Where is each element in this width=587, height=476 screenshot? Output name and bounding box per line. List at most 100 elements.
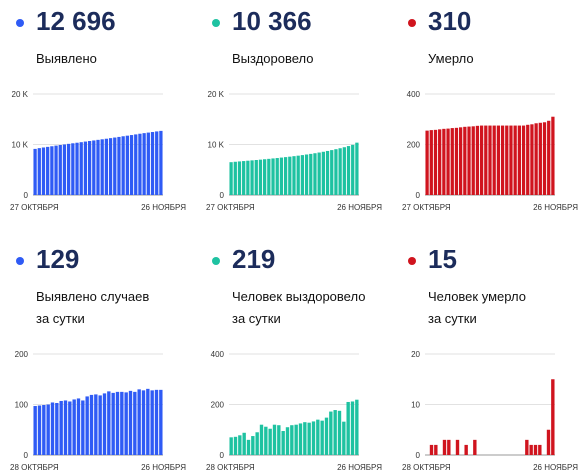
- bar: [251, 436, 255, 455]
- bar: [551, 116, 555, 195]
- bar: [526, 124, 530, 195]
- bar: [142, 133, 146, 195]
- bar: [121, 136, 125, 195]
- y-tick-label: 20 K: [208, 90, 225, 99]
- bar: [54, 145, 58, 195]
- bar: [254, 160, 258, 195]
- bar: [76, 398, 81, 455]
- bar-chart: 20 K 10 K 0 27 ОКТЯБРЯ 26 НОЯБРЯ: [206, 90, 382, 212]
- bar: [488, 125, 492, 195]
- headline-value: 219: [232, 244, 276, 274]
- stat-label: за сутки: [232, 311, 281, 326]
- bar: [479, 125, 484, 195]
- bar-chart: 400 200 0 27 ОКТЯБРЯ 26 НОЯБРЯ: [402, 90, 578, 212]
- bar: [268, 428, 272, 455]
- y-tick-label: 0: [220, 191, 225, 200]
- bar: [346, 401, 350, 455]
- stat-label: Выявлено: [36, 51, 97, 66]
- bar: [150, 132, 155, 195]
- bar: [324, 417, 329, 455]
- bar: [33, 406, 37, 455]
- bar: [50, 146, 54, 195]
- bar: [154, 389, 159, 455]
- y-tick-label: 400: [407, 90, 421, 99]
- bar: [75, 142, 79, 195]
- bar: [473, 439, 477, 455]
- bar-chart: 20 K 10 K 0 27 ОКТЯБРЯ 26 НОЯБРЯ: [10, 90, 186, 212]
- bar: [85, 396, 89, 455]
- bar: [242, 161, 246, 195]
- bar: [355, 142, 359, 195]
- y-tick-label: 20: [411, 350, 420, 359]
- bar: [534, 123, 538, 195]
- bar: [533, 444, 538, 455]
- bar: [81, 400, 85, 455]
- bar: [242, 432, 246, 455]
- bar: [290, 425, 294, 455]
- y-tick-label: 10: [411, 401, 420, 410]
- bar: [238, 435, 242, 455]
- x-tick-label-start: 28 ОКТЯБРЯ: [402, 463, 451, 472]
- bar: [429, 444, 434, 455]
- stat-label: за сутки: [36, 311, 85, 326]
- bar: [92, 140, 96, 195]
- legend-dot: [16, 19, 24, 27]
- stat-panel: 12 696 Выявлено 20 K 10 K 0 27 ОКТЯБРЯ 26 НОЯБ…: [0, 0, 196, 238]
- bar: [100, 139, 104, 195]
- bar: [137, 389, 141, 455]
- bar: [292, 156, 296, 195]
- x-tick-label-end: 26 НОЯБРЯ: [533, 463, 578, 472]
- bar: [313, 153, 317, 195]
- x-tick-label-start: 27 ОКТЯБРЯ: [10, 203, 59, 212]
- x-tick-label-start: 27 ОКТЯБРЯ: [206, 203, 255, 212]
- y-tick-label: 0: [416, 451, 421, 460]
- x-tick-label-start: 28 ОКТЯБРЯ: [10, 463, 59, 472]
- y-tick-label: 200: [15, 350, 29, 359]
- bar: [237, 161, 242, 195]
- bar: [521, 125, 526, 195]
- bar: [317, 152, 321, 195]
- bar: [433, 129, 438, 195]
- y-tick-label: 100: [15, 401, 29, 410]
- bar: [330, 150, 334, 195]
- bar: [279, 157, 284, 195]
- bar: [294, 424, 298, 455]
- bar: [159, 130, 163, 195]
- bar: [62, 144, 67, 195]
- bar: [229, 162, 233, 195]
- bar: [551, 379, 555, 455]
- bar: [113, 137, 117, 195]
- bar: [89, 394, 94, 455]
- bar: [285, 427, 290, 455]
- bar: [307, 422, 311, 455]
- bar: [538, 122, 542, 195]
- bar: [68, 401, 72, 455]
- bar: [264, 426, 268, 455]
- bar: [329, 411, 333, 455]
- bar: [83, 141, 88, 195]
- bar: [321, 151, 325, 195]
- bar: [67, 143, 71, 195]
- bar: [333, 410, 337, 455]
- y-tick-label: 20 K: [12, 90, 29, 99]
- bar: [263, 159, 267, 195]
- bar: [271, 158, 275, 195]
- bar: [128, 390, 133, 455]
- bar: [104, 138, 109, 195]
- bar-chart: 200 100 0 28 ОКТЯБРЯ 26 НОЯБРЯ: [10, 350, 186, 472]
- headline-value: 12 696: [36, 6, 116, 36]
- bar: [542, 122, 547, 195]
- bar: [459, 127, 463, 195]
- stat-label: Умерло: [428, 51, 474, 66]
- bar: [505, 125, 509, 195]
- y-tick-label: 10 K: [12, 141, 29, 150]
- y-tick-label: 400: [211, 350, 225, 359]
- bar: [117, 136, 121, 195]
- bar: [509, 125, 513, 195]
- bar: [46, 404, 50, 455]
- bar: [438, 129, 442, 195]
- bar: [484, 125, 488, 195]
- bar: [33, 148, 37, 195]
- bar: [258, 159, 263, 195]
- headline-value: 129: [36, 244, 80, 274]
